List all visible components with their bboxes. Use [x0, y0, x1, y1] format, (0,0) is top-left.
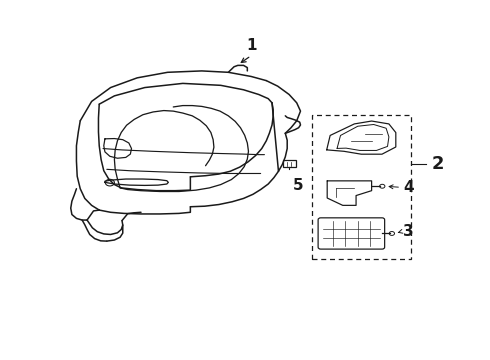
Text: 4: 4: [403, 180, 414, 195]
Bar: [312, 115, 411, 260]
Text: 2: 2: [432, 155, 444, 173]
Text: 3: 3: [403, 224, 414, 239]
Text: 5: 5: [294, 177, 304, 193]
Text: 1: 1: [246, 38, 256, 53]
